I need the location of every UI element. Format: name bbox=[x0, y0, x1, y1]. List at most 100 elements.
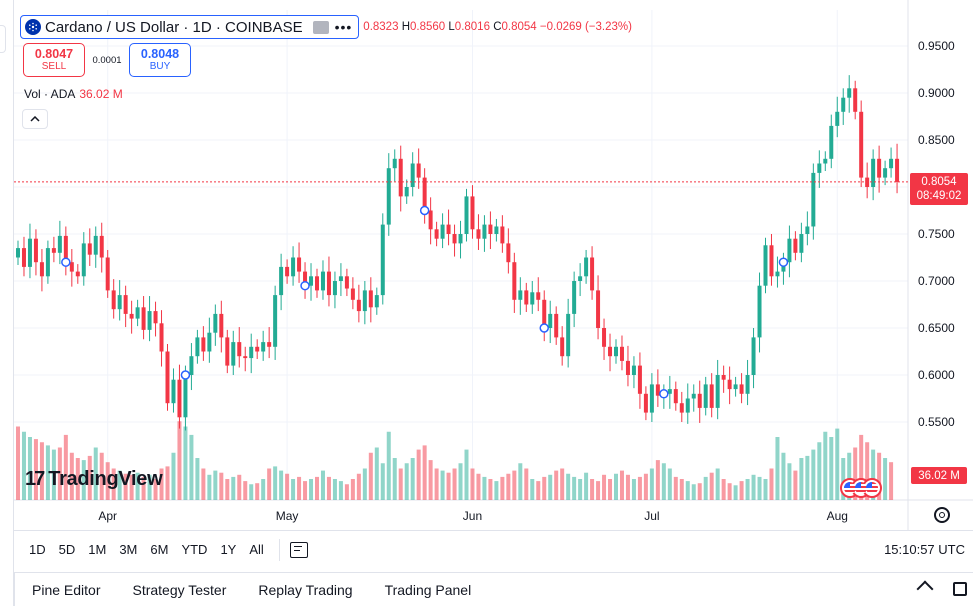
candle-body bbox=[488, 224, 493, 234]
candle-body bbox=[201, 337, 206, 352]
range-1m-button[interactable]: 1M bbox=[88, 542, 107, 557]
symbol-selector[interactable]: Cardano / US Dollar · 1D · COINBASE ••• bbox=[20, 15, 360, 39]
candle-body bbox=[285, 266, 290, 277]
volume-bar bbox=[673, 476, 678, 500]
square-icon[interactable] bbox=[312, 20, 329, 34]
candle-body bbox=[374, 295, 379, 308]
candle-body bbox=[787, 238, 792, 263]
volume-bar bbox=[21, 431, 26, 500]
volume-bar bbox=[279, 470, 284, 500]
candle-body bbox=[590, 257, 595, 291]
more-dots-icon[interactable]: ••• bbox=[334, 19, 353, 35]
candle-body bbox=[75, 271, 80, 277]
left-toolbar-toggle[interactable] bbox=[0, 25, 6, 53]
candle-body bbox=[243, 356, 248, 359]
candle-body bbox=[530, 292, 535, 305]
buy-button[interactable]: 0.8048 BUY bbox=[129, 43, 191, 77]
range-6m-button[interactable]: 6M bbox=[150, 542, 169, 557]
candle-body bbox=[853, 88, 858, 112]
left-toolbar-edge bbox=[0, 0, 14, 606]
volume-bar bbox=[404, 463, 409, 500]
volume-bar bbox=[643, 473, 648, 500]
volume-bar bbox=[147, 474, 152, 500]
candle-body bbox=[703, 384, 708, 408]
candle-body bbox=[165, 351, 170, 404]
tradingview-logo[interactable]: 17 TradingView bbox=[25, 468, 163, 491]
last-price-label: 0.8054 08:49:02 bbox=[910, 173, 968, 205]
volume-bar bbox=[488, 479, 493, 500]
range-ytd-button[interactable]: YTD bbox=[181, 542, 208, 557]
range-all-button[interactable]: All bbox=[249, 542, 264, 557]
us-flag-icon[interactable] bbox=[862, 478, 882, 498]
candlestick-chart[interactable]: 0.95000.90000.85000.80000.75000.70000.65… bbox=[0, 0, 973, 530]
volume-bar bbox=[494, 481, 499, 500]
candle-body bbox=[679, 403, 684, 413]
volume-axis-label: 36.02 M bbox=[911, 467, 967, 484]
chevron-up-icon[interactable] bbox=[916, 580, 934, 598]
volume-bar bbox=[661, 463, 666, 500]
range-1y-button[interactable]: 1Y bbox=[220, 542, 237, 557]
candle-body bbox=[727, 379, 732, 390]
ohlc-open: 0.8323 bbox=[363, 21, 399, 33]
chart-area[interactable]: 0.95000.90000.85000.80000.75000.70000.65… bbox=[0, 0, 973, 530]
candle-body bbox=[667, 389, 672, 394]
volume-bar bbox=[303, 481, 308, 500]
volume-bar bbox=[297, 476, 302, 500]
volume-bar bbox=[548, 474, 553, 500]
candle-body bbox=[452, 234, 457, 244]
volume-bar bbox=[697, 483, 702, 500]
candle-body bbox=[883, 168, 888, 178]
tab-strategy-tester[interactable]: Strategy Tester bbox=[132, 581, 227, 598]
utc-clock[interactable]: 15:10:57 UTC bbox=[884, 542, 965, 557]
volume-bar bbox=[470, 468, 475, 500]
volume-bar bbox=[291, 479, 296, 500]
tab-replay-trading[interactable]: Replay Trading bbox=[258, 581, 353, 598]
volume-bar bbox=[745, 479, 750, 500]
bar-countdown: 08:49:02 bbox=[916, 190, 962, 202]
settings-gear-icon[interactable] bbox=[934, 507, 950, 523]
maximize-icon[interactable] bbox=[953, 582, 967, 596]
volume-bar bbox=[482, 476, 487, 500]
y-tick-label: 0.6500 bbox=[918, 321, 955, 335]
volume-bar bbox=[267, 468, 272, 500]
volume-bar bbox=[165, 466, 170, 500]
candle-body bbox=[315, 276, 319, 291]
trade-panel: 0.8047 SELL 0.0001 0.8048 BUY bbox=[23, 43, 191, 77]
candle-body bbox=[631, 365, 636, 375]
go-to-date-icon[interactable] bbox=[289, 541, 308, 558]
spread-value: 0.0001 bbox=[92, 54, 122, 66]
candle-body bbox=[775, 271, 780, 277]
collapse-legend-button[interactable] bbox=[22, 109, 48, 129]
ohlc-change: −0.0269 (−3.23%) bbox=[539, 21, 632, 33]
sell-button[interactable]: 0.8047 SELL bbox=[23, 43, 85, 77]
volume-bar bbox=[332, 479, 337, 500]
range-3m-button[interactable]: 3M bbox=[119, 542, 138, 557]
candle-body bbox=[542, 299, 547, 328]
volume-bar bbox=[93, 447, 98, 500]
candle-body bbox=[494, 226, 499, 234]
candle-body bbox=[225, 337, 230, 366]
candles bbox=[16, 75, 900, 431]
candle-body bbox=[416, 163, 421, 178]
volume-bar bbox=[422, 445, 427, 500]
tab-pine-editor[interactable]: Pine Editor bbox=[32, 581, 101, 598]
volume-bar bbox=[177, 421, 182, 500]
tab-trading-panel[interactable]: Trading Panel bbox=[384, 581, 472, 598]
candle-body bbox=[721, 375, 726, 380]
range-5d-button[interactable]: 5D bbox=[58, 542, 76, 557]
volume-bar bbox=[769, 468, 774, 500]
candle-body bbox=[524, 290, 529, 305]
candle-body bbox=[847, 88, 852, 98]
y-tick-label: 0.6000 bbox=[918, 368, 955, 382]
candle-body bbox=[602, 328, 607, 347]
volume-bar bbox=[823, 431, 828, 500]
volume-bar bbox=[195, 458, 200, 500]
volume-bar bbox=[727, 483, 732, 500]
range-1d-button[interactable]: 1D bbox=[29, 542, 46, 557]
candle-body bbox=[829, 125, 834, 159]
volume-bar bbox=[859, 434, 864, 500]
volume-bar bbox=[793, 470, 798, 500]
economic-events[interactable] bbox=[840, 478, 882, 498]
volume-bar bbox=[625, 474, 630, 500]
volume-bar bbox=[51, 449, 56, 500]
